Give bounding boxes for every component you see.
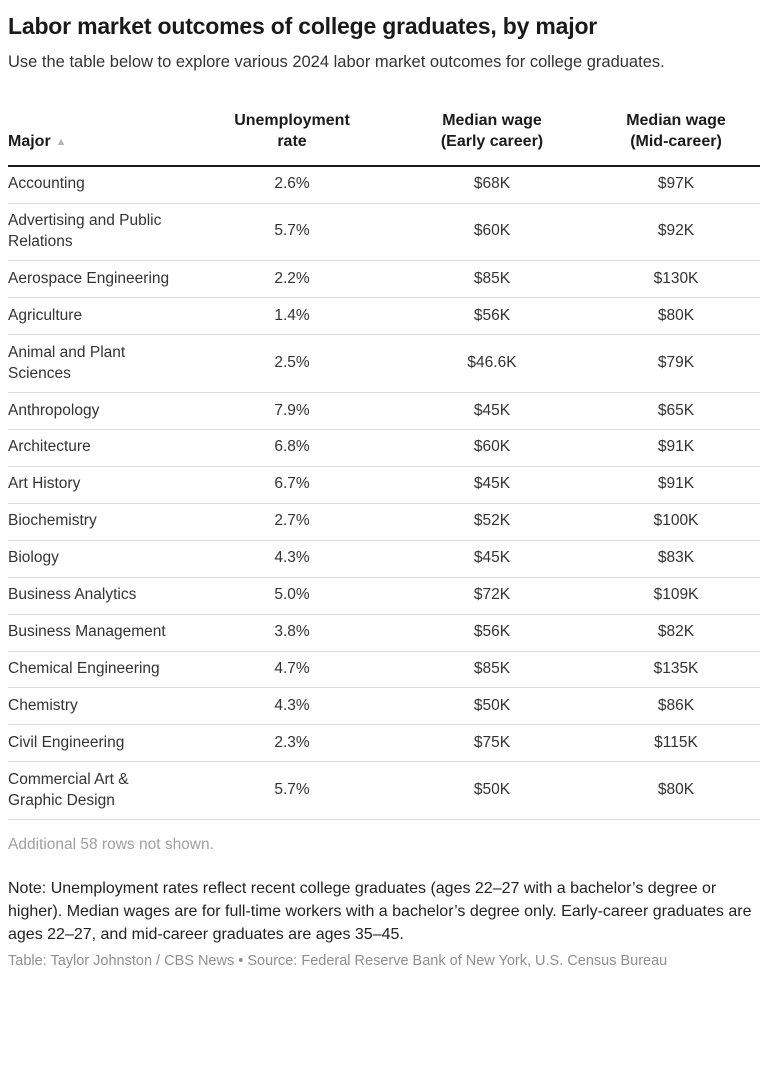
median-wage-mid-cell: $91K <box>592 429 760 467</box>
page-subtitle: Use the table below to explore various 2… <box>8 52 665 71</box>
median-wage-mid-cell: $92K <box>592 203 760 262</box>
median-wage-mid-cell: $79K <box>592 334 760 394</box>
median-wage-mid-cell: $83K <box>592 540 760 578</box>
median-wage-early-cell: $60K <box>392 203 592 262</box>
unemployment-rate-cell: 2.5% <box>192 334 392 394</box>
major-cell: Commercial Art & Graphic Design <box>8 761 192 821</box>
median-wage-early-cell: $45K <box>392 466 592 504</box>
additional-rows-note: Additional 58 rows not shown. <box>8 836 214 854</box>
table-row: Animal and Plant Sciences 2.5% $46.6K $79K <box>8 334 760 394</box>
median-wage-early-cell: $56K <box>392 297 592 336</box>
major-cell: Advertising and Public Relations <box>8 203 192 262</box>
median-wage-early-cell: $60K <box>392 429 592 467</box>
table-row: Art History 6.7% $45K $91K <box>8 466 760 504</box>
source-credit: Table: Taylor Johnston / CBS News • Sour… <box>8 953 668 970</box>
median-wage-mid-cell: $97K <box>592 165 760 204</box>
unemployment-rate-cell: 2.7% <box>192 503 392 541</box>
table-row: Biochemistry 2.7% $52K $100K <box>8 503 760 541</box>
unemployment-rate-cell: 6.7% <box>192 466 392 504</box>
unemployment-rate-cell: 3.8% <box>192 614 392 652</box>
major-cell: Art History <box>8 466 192 504</box>
median-wage-mid-cell: $100K <box>592 503 760 541</box>
median-wage-early-cell: $85K <box>392 260 592 299</box>
table-row: Business Management 3.8% $56K $82K <box>8 614 760 652</box>
median-wage-early-cell: $85K <box>392 651 592 689</box>
column-header-major[interactable]: Major ▲ <box>8 111 192 167</box>
median-wage-mid-cell: $91K <box>592 466 760 504</box>
table-row: Chemical Engineering 4.7% $85K $135K <box>8 651 760 689</box>
column-header-unemployment-rate[interactable]: Unemployment rate <box>192 111 392 167</box>
major-cell: Biology <box>8 540 192 578</box>
major-cell: Aerospace Engineering <box>8 260 192 299</box>
unemployment-rate-cell: 4.7% <box>192 651 392 689</box>
major-cell: Biochemistry <box>8 503 192 541</box>
median-wage-early-cell: $72K <box>392 577 592 615</box>
median-wage-early-cell: $45K <box>392 540 592 578</box>
median-wage-early-cell: $75K <box>392 724 592 763</box>
median-wage-early-cell: $52K <box>392 503 592 541</box>
table-row: Commercial Art & Graphic Design 5.7% $50K $… <box>8 761 760 821</box>
major-cell: Anthropology <box>8 392 192 430</box>
table-row: Aerospace Engineering 2.2% $85K $130K <box>8 260 760 299</box>
median-wage-mid-cell: $130K <box>592 260 760 299</box>
table-row: Architecture 6.8% $60K $91K <box>8 429 760 467</box>
page-title: Labor market outcomes of college graduat… <box>8 13 598 39</box>
median-wage-mid-cell: $80K <box>592 761 760 821</box>
table-row: Advertising and Public Relations 5.7% $60K… <box>8 203 760 262</box>
column-header-major-label: Major <box>8 132 51 150</box>
major-cell: Chemistry <box>8 687 192 726</box>
unemployment-rate-cell: 7.9% <box>192 392 392 430</box>
median-wage-mid-cell: $65K <box>592 392 760 430</box>
table-body: Accounting 2.6% $68K $97K Advertising and Pu… <box>8 165 760 821</box>
median-wage-mid-cell: $82K <box>592 614 760 652</box>
median-wage-mid-cell: $135K <box>592 651 760 689</box>
unemployment-rate-cell: 2.6% <box>192 165 392 204</box>
unemployment-rate-cell: 2.3% <box>192 724 392 763</box>
unemployment-rate-cell: 1.4% <box>192 297 392 336</box>
unemployment-rate-cell: 5.7% <box>192 761 392 821</box>
major-cell: Agriculture <box>8 297 192 336</box>
unemployment-rate-cell: 5.0% <box>192 577 392 615</box>
table-header-row: Major ▲ Unemployment rate Median wage (Ea… <box>8 111 760 167</box>
median-wage-early-cell: $68K <box>392 165 592 204</box>
major-cell: Business Analytics <box>8 577 192 615</box>
table-row: Business Analytics 5.0% $72K $109K <box>8 577 760 615</box>
outcomes-table: Major ▲ Unemployment rate Median wage (Ea… <box>8 111 760 821</box>
unemployment-rate-cell: 4.3% <box>192 687 392 726</box>
major-cell: Animal and Plant Sciences <box>8 334 192 394</box>
major-cell: Accounting <box>8 165 192 204</box>
column-header-median-wage-early[interactable]: Median wage (Early career) <box>392 111 592 167</box>
table-row: Civil Engineering 2.3% $75K $115K <box>8 724 760 763</box>
median-wage-early-cell: $56K <box>392 614 592 652</box>
table-row: Agriculture 1.4% $56K $80K <box>8 297 760 336</box>
major-cell: Business Management <box>8 614 192 652</box>
median-wage-mid-cell: $80K <box>592 297 760 336</box>
table-row: Biology 4.3% $45K $83K <box>8 540 760 578</box>
median-wage-early-cell: $46.6K <box>392 334 592 394</box>
major-cell: Architecture <box>8 429 192 467</box>
table-row: Anthropology 7.9% $45K $65K <box>8 392 760 430</box>
table-row: Accounting 2.6% $68K $97K <box>8 165 760 204</box>
median-wage-mid-cell: $115K <box>592 724 760 763</box>
median-wage-early-cell: $50K <box>392 687 592 726</box>
methodology-note: Note: Unemployment rates reflect recent … <box>8 880 752 943</box>
median-wage-mid-cell: $109K <box>592 577 760 615</box>
column-header-median-wage-mid[interactable]: Median wage (Mid-career) <box>592 111 760 167</box>
unemployment-rate-cell: 2.2% <box>192 260 392 299</box>
major-cell: Chemical Engineering <box>8 651 192 689</box>
unemployment-rate-cell: 6.8% <box>192 429 392 467</box>
sort-ascending-icon: ▲ <box>55 135 67 148</box>
table-row: Chemistry 4.3% $50K $86K <box>8 687 760 726</box>
median-wage-early-cell: $50K <box>392 761 592 821</box>
unemployment-rate-cell: 4.3% <box>192 540 392 578</box>
median-wage-mid-cell: $86K <box>592 687 760 726</box>
median-wage-early-cell: $45K <box>392 392 592 430</box>
unemployment-rate-cell: 5.7% <box>192 203 392 262</box>
major-cell: Civil Engineering <box>8 724 192 763</box>
